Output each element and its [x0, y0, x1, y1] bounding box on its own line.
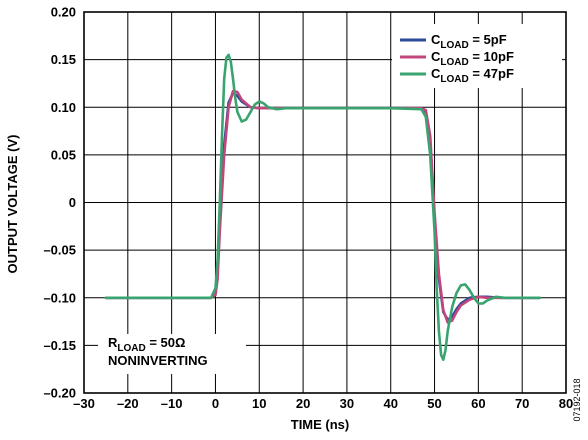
y-tick-label: 0 — [69, 195, 76, 210]
x-tick-label: 20 — [296, 396, 310, 411]
x-tick-labels: –30 –20 –10 0 10 20 30 40 50 60 70 80 — [73, 396, 573, 411]
y-tick-label: –0.10 — [43, 290, 76, 305]
x-axis-title: TIME (ns) — [291, 417, 350, 432]
x-tick-label: –20 — [117, 396, 139, 411]
x-tick-label: 50 — [427, 396, 441, 411]
y-tick-label: 0.20 — [51, 5, 76, 20]
y-tick-label: 0.15 — [51, 52, 76, 67]
x-tick-label: 30 — [340, 396, 354, 411]
y-tick-labels: 0.20 0.15 0.10 0.05 0 –0.05 –0.10 –0.15 –0.20 — [43, 5, 76, 401]
x-tick-label: 80 — [559, 396, 573, 411]
y-tick-label: 0.05 — [51, 147, 76, 162]
series-group — [104, 53, 542, 362]
y-axis-title: OUTPUT VOLTAGE (V) — [5, 135, 20, 274]
series-line-3 — [104, 53, 542, 362]
annotation-line: RLOAD = 50Ω — [108, 335, 185, 354]
y-tick-label: 0.10 — [51, 100, 76, 115]
annotation-line: NONINVERTING — [108, 353, 208, 368]
x-tick-label: –30 — [73, 396, 95, 411]
y-tick-label: –0.15 — [43, 338, 76, 353]
x-tick-label: 70 — [515, 396, 529, 411]
x-tick-label: –10 — [161, 396, 183, 411]
x-tick-label: 10 — [252, 396, 266, 411]
x-tick-label: 0 — [212, 396, 219, 411]
legend-label: CLOAD = 5pF — [431, 32, 507, 51]
legend-label: CLOAD = 47pF — [431, 66, 514, 85]
plot-frame — [83, 11, 567, 394]
annotation-background — [98, 334, 246, 374]
x-tick-label: 40 — [383, 396, 397, 411]
legend-label: CLOAD = 10pF — [431, 49, 514, 68]
x-tick-label: 60 — [471, 396, 485, 411]
figure-id: 07192-018 — [572, 378, 582, 421]
y-tick-label: –0.20 — [43, 386, 76, 401]
y-tick-label: –0.05 — [43, 243, 76, 258]
